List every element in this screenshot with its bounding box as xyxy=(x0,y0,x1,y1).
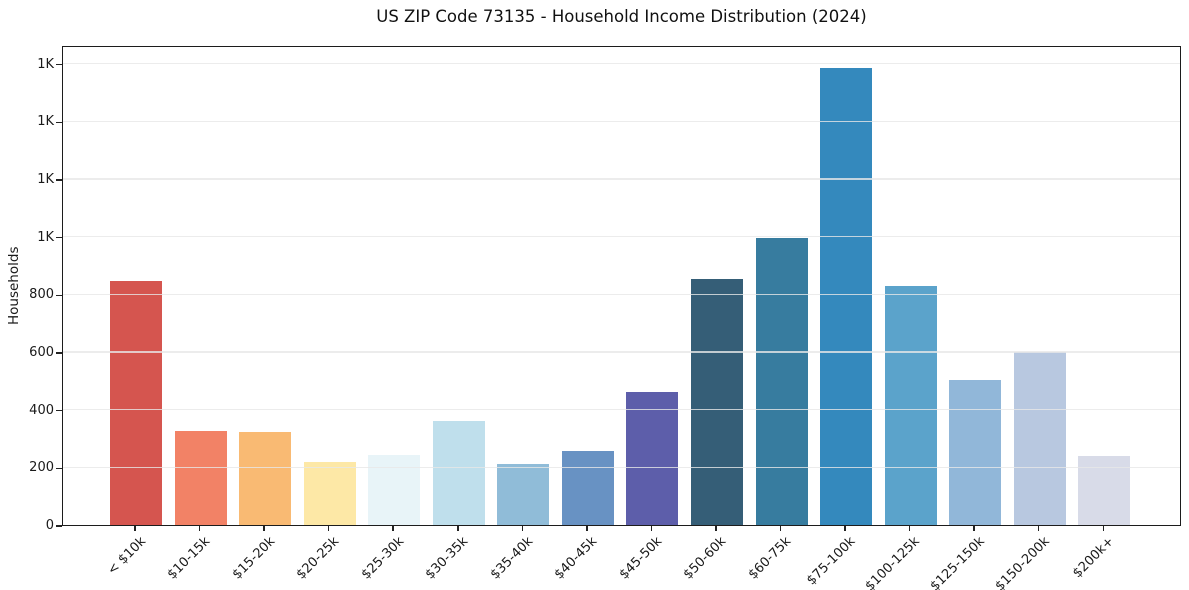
bar xyxy=(626,391,679,525)
x-tick-mark xyxy=(457,526,459,531)
y-tick-mark xyxy=(56,121,62,124)
y-tick-mark xyxy=(56,179,62,181)
y-tick-label: 1K xyxy=(37,56,54,72)
bar xyxy=(368,454,421,525)
x-tick-label: $45-50k xyxy=(616,534,666,583)
y-tick-label: 600 xyxy=(29,345,54,361)
x-tick-mark xyxy=(1037,526,1040,531)
x-tick-label: $10-15k xyxy=(164,534,214,583)
x-tick-label: $200k+ xyxy=(1069,534,1117,582)
y-tick-mark xyxy=(56,409,62,412)
gridline xyxy=(63,63,1180,65)
x-tick-mark xyxy=(715,526,717,531)
gridline xyxy=(63,120,1180,122)
bar xyxy=(110,280,162,525)
y-tick-label: 0 xyxy=(45,518,54,533)
x-tick-mark xyxy=(973,526,975,531)
x-tick-mark xyxy=(844,526,846,531)
bar xyxy=(432,421,485,525)
grid-layer xyxy=(63,47,1180,525)
x-tick-label: $15-20k xyxy=(229,534,278,583)
x-tick-mark xyxy=(263,526,265,531)
bar xyxy=(303,461,356,525)
x-tick-label: < $10k xyxy=(104,534,149,579)
y-tick-label: 800 xyxy=(29,287,54,303)
x-tick-mark xyxy=(521,526,524,531)
x-tick-mark xyxy=(908,526,911,531)
gridline xyxy=(63,293,1180,295)
y-tick-mark xyxy=(56,236,62,239)
gridline xyxy=(63,466,1180,468)
bar xyxy=(690,279,743,525)
x-tick-label: $100-125k xyxy=(863,534,924,590)
gridline xyxy=(63,409,1180,411)
bar xyxy=(561,450,614,525)
x-tick-mark xyxy=(327,526,330,531)
y-tick-mark xyxy=(56,352,62,354)
chart-title: US ZIP Code 73135 - Household Income Dis… xyxy=(376,7,867,26)
x-tick-mark xyxy=(392,526,394,531)
y-tick-label: 400 xyxy=(29,402,54,418)
bars-layer xyxy=(63,47,1180,525)
bar xyxy=(497,463,550,525)
x-tick-label: $150-200k xyxy=(992,534,1053,590)
bar xyxy=(884,286,937,525)
bar xyxy=(239,431,292,525)
bar xyxy=(1013,352,1066,525)
y-tick-mark xyxy=(56,467,62,470)
x-tick-mark xyxy=(650,526,653,531)
bar xyxy=(755,238,808,525)
x-tick-label: $40-45k xyxy=(551,534,601,583)
x-tick-mark xyxy=(134,526,136,531)
x-tick-label: $50-60k xyxy=(681,534,730,583)
y-tick-label: 200 xyxy=(29,460,54,476)
x-tick-label: $35-40k xyxy=(487,534,536,583)
gridline xyxy=(63,351,1180,353)
x-tick-label: $20-25k xyxy=(293,534,343,583)
y-tick-label: 1K xyxy=(37,114,54,130)
x-tick-mark xyxy=(779,526,782,531)
bar xyxy=(174,431,227,525)
plot-area xyxy=(62,46,1181,526)
y-tick-mark xyxy=(56,294,62,297)
x-tick-label: $30-35k xyxy=(422,534,472,583)
y-tick-mark xyxy=(56,63,62,66)
bar xyxy=(949,380,1002,525)
x-tick-label: $75-100k xyxy=(804,534,859,589)
y-tick-mark xyxy=(56,525,62,527)
x-tick-mark xyxy=(198,526,201,531)
x-tick-label: $125-150k xyxy=(927,534,988,590)
x-tick-mark xyxy=(586,526,588,531)
y-tick-label: 1K xyxy=(37,229,54,245)
gridline xyxy=(63,178,1180,180)
x-tick-label: $25-30k xyxy=(358,534,407,583)
x-tick-mark xyxy=(1102,526,1104,531)
gridline xyxy=(63,236,1180,238)
y-tick-label: 1K xyxy=(37,172,54,188)
x-tick-label: $60-75k xyxy=(745,534,795,583)
bar xyxy=(820,67,873,525)
